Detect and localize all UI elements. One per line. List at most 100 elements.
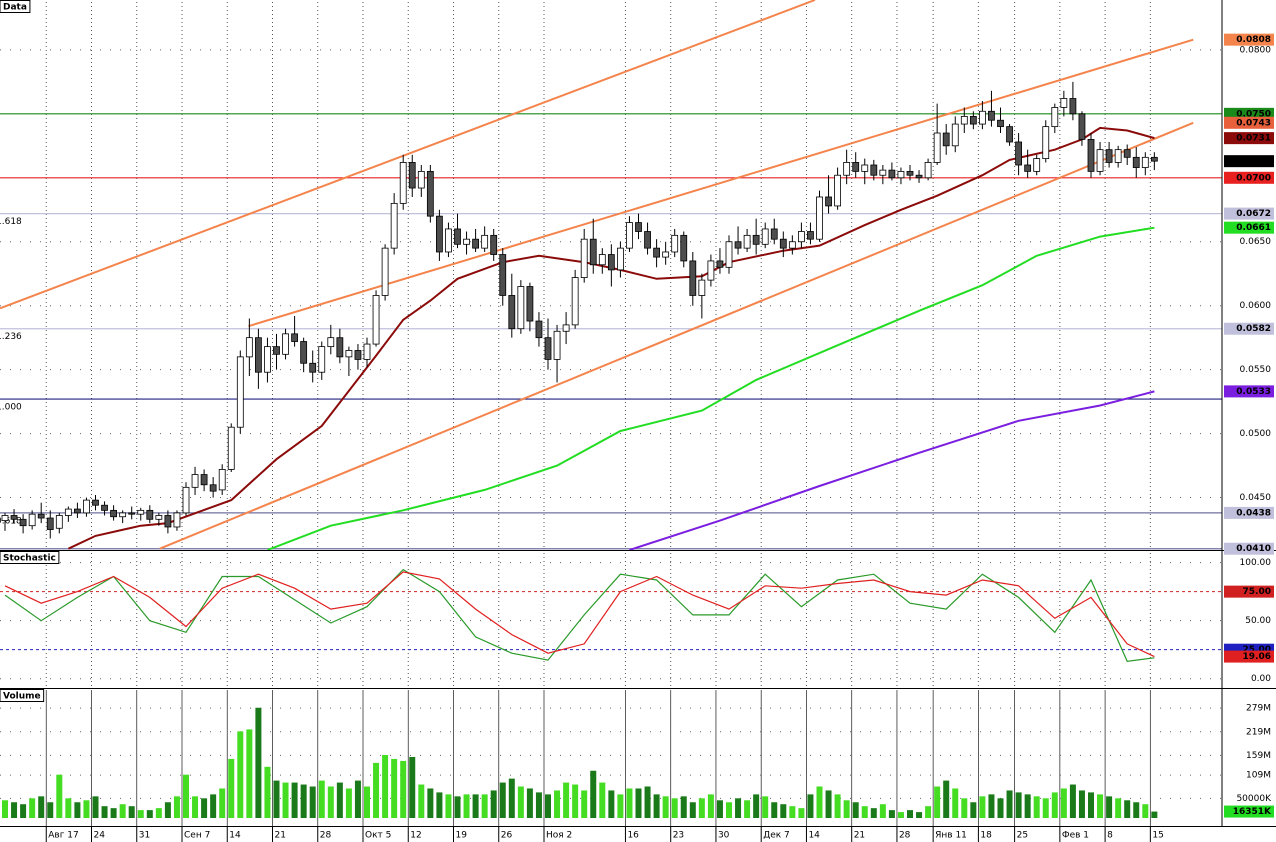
price-label-box	[1224, 650, 1274, 663]
volume-bar	[201, 798, 208, 818]
candle-body	[969, 115, 977, 125]
price-label-box	[1224, 221, 1274, 234]
candle-body	[254, 337, 262, 373]
volume-bar	[173, 796, 180, 818]
volume-bar	[336, 782, 343, 818]
candle-body	[1123, 149, 1131, 158]
volume-bar	[961, 798, 968, 818]
price-label-box	[1224, 322, 1274, 335]
candle-body	[110, 509, 117, 518]
price-label-box	[1224, 116, 1274, 129]
candle-body	[64, 508, 72, 516]
volume-bar	[65, 798, 72, 818]
volume-bar	[816, 786, 823, 818]
volume-bar	[689, 802, 696, 818]
candle-body	[363, 343, 371, 360]
candle-body	[454, 228, 461, 245]
x-tick-label: 15	[1152, 831, 1163, 841]
candle-body	[653, 247, 660, 258]
pane-title-box	[0, 0, 31, 13]
price-label: 0.0582	[1236, 324, 1271, 334]
candle-body	[445, 228, 452, 253]
volume-bar	[753, 794, 760, 818]
volume-pane	[0, 690, 1222, 826]
stochastic-pane	[0, 551, 1222, 688]
candle-body	[426, 170, 434, 217]
candle-body	[74, 508, 81, 514]
candle-body	[1105, 149, 1113, 163]
candle-body	[517, 286, 525, 330]
volume-bar	[56, 774, 63, 818]
volume-bar	[92, 796, 99, 818]
candle-body	[245, 337, 253, 358]
price-label: 19.06	[1243, 652, 1271, 662]
candle-body	[1051, 107, 1059, 128]
volume-bar	[192, 796, 199, 818]
candle-body	[1096, 149, 1104, 172]
volume-bar	[825, 790, 832, 818]
volume-bar	[318, 780, 325, 818]
price-label: 0.0731	[1236, 134, 1271, 144]
volume-bar	[237, 731, 244, 818]
candle-body	[562, 324, 570, 332]
x-tick-label: 23	[673, 831, 684, 841]
volume-bar	[219, 788, 226, 818]
x-tick-label: 12	[410, 831, 421, 841]
volume-bar	[454, 796, 461, 818]
price-label: 0.0438	[1236, 508, 1271, 518]
x-tick-label: 25	[1017, 831, 1028, 841]
volume-bar	[264, 766, 271, 818]
candle-body	[960, 115, 968, 125]
volume-bar	[771, 802, 778, 818]
volume-bar	[626, 788, 633, 818]
volume-bar	[970, 802, 977, 818]
volume-bar	[427, 788, 434, 818]
volume-bar	[11, 802, 18, 818]
x-tick-label: 26	[501, 831, 513, 841]
volume-bar	[327, 786, 334, 818]
volume-bar	[291, 782, 298, 818]
x-tick-label: 14	[229, 831, 241, 841]
volume-bar	[1106, 796, 1113, 818]
volume-bar	[1033, 796, 1040, 818]
candle-body	[807, 231, 814, 240]
volume-bar	[508, 778, 515, 818]
pane-title: Volume	[3, 692, 41, 702]
price-label: 0.0750	[1236, 109, 1271, 119]
volume-bar	[934, 786, 941, 818]
candle-body	[834, 174, 841, 207]
candle-body	[209, 484, 217, 492]
volume-bar	[119, 804, 126, 818]
candle-body	[10, 515, 18, 520]
volume-bar	[210, 794, 217, 818]
candle-body	[1, 515, 9, 521]
price-label-box	[1224, 207, 1274, 220]
volume-bar	[943, 780, 950, 818]
volume-bar	[499, 782, 506, 818]
candle-body	[282, 333, 289, 355]
candle-body	[997, 119, 1004, 128]
candle-body	[816, 196, 823, 240]
volume-bar	[861, 806, 868, 818]
trend-line	[248, 38, 1194, 328]
y-tick-label: 0.0450	[1240, 493, 1272, 503]
candle-body	[408, 162, 416, 189]
candle-body	[435, 215, 443, 253]
candle-body	[906, 170, 914, 176]
candle-body	[227, 426, 235, 470]
candle-body	[1042, 126, 1050, 160]
volume-bar	[526, 788, 533, 818]
volume-bar	[490, 790, 497, 818]
candle-body	[979, 110, 986, 125]
price-label: 75.00	[1243, 587, 1271, 597]
candle-body	[535, 320, 543, 339]
x-tick-label: 14	[808, 831, 820, 841]
volume-bar	[354, 780, 361, 818]
y-tick-label: 0.0800	[1240, 45, 1272, 55]
candle-body	[1132, 156, 1140, 168]
volume-bar	[373, 762, 380, 818]
volume-bar	[870, 808, 877, 818]
price-pane: 1.618 1.236 1.000 0.618	[0, 0, 1222, 550]
x-tick-label: 16	[627, 831, 639, 841]
